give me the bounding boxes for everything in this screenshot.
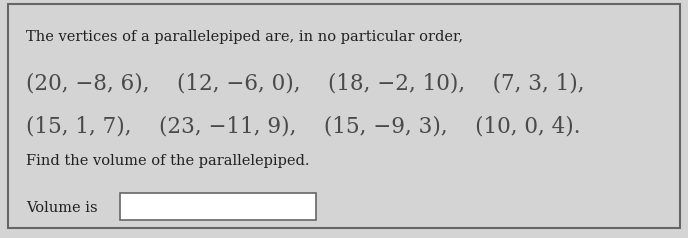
- FancyBboxPatch shape: [8, 4, 680, 228]
- Text: (20, −8, 6),    (12, −6, 0),    (18, −2, 10),    (7, 3, 1),: (20, −8, 6), (12, −6, 0), (18, −2, 10), …: [26, 73, 585, 94]
- Text: The vertices of a parallelepiped are, in no particular order,: The vertices of a parallelepiped are, in…: [26, 30, 463, 44]
- Text: (15, 1, 7),    (23, −11, 9),    (15, −9, 3),    (10, 0, 4).: (15, 1, 7), (23, −11, 9), (15, −9, 3), (…: [26, 115, 581, 137]
- Text: Find the volume of the parallelepiped.: Find the volume of the parallelepiped.: [26, 154, 310, 168]
- Text: Volume is: Volume is: [26, 201, 98, 215]
- FancyBboxPatch shape: [120, 193, 316, 220]
